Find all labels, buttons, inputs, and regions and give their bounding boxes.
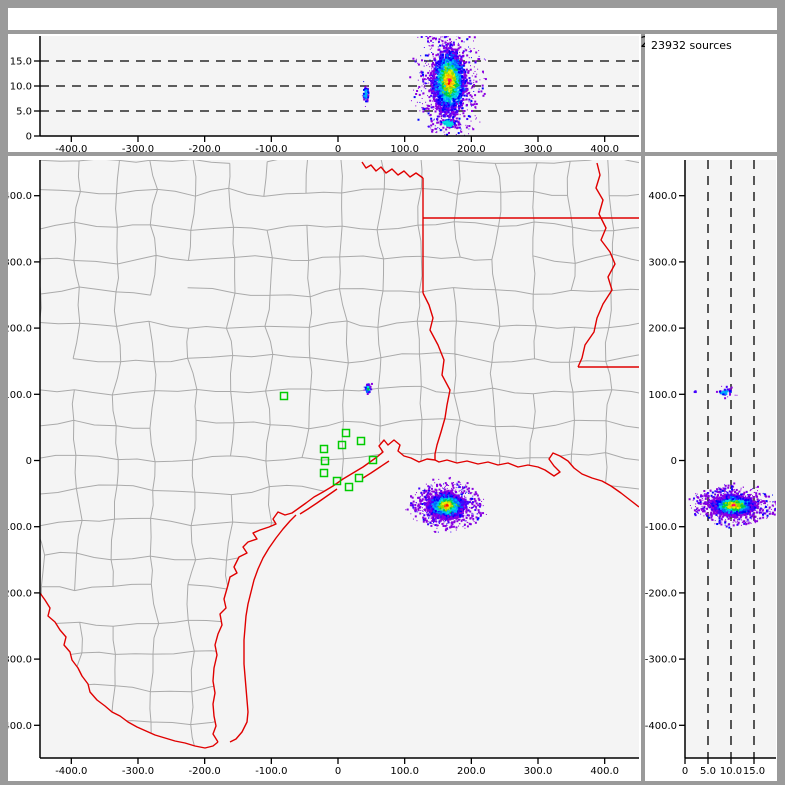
svg-text:0: 0 [335, 144, 341, 152]
svg-text:0: 0 [26, 132, 32, 143]
svg-text:100.0: 100.0 [390, 144, 419, 152]
svg-text:200.0: 200.0 [457, 144, 486, 152]
altitude-ew-panel: -400.0 -300.0 -200.0 -100.0 0 100.0 200.0 300.0… [8, 34, 641, 152]
altitude-ns-panel: 0 5.0 10.0 15.0 400.0 300.0 200.0 100.0 0 -100.0-… [645, 156, 777, 781]
svg-text:300.0: 300.0 [524, 144, 553, 152]
svg-text:-400.0: -400.0 [55, 144, 87, 152]
svg-text:-300.0: -300.0 [122, 144, 154, 152]
sources-count-panel: 23932 sources [645, 34, 777, 152]
svg-text:5.0: 5.0 [16, 107, 32, 118]
svg-text:15.0: 15.0 [10, 57, 32, 68]
svg-text:10.0: 10.0 [10, 82, 32, 93]
svg-text:-100.0: -100.0 [255, 144, 287, 152]
altitude-ew-plot: -400.0 -300.0 -200.0 -100.0 0 100.0 200.0 300.0… [10, 36, 639, 152]
plan-view-map-plot: -400.0 -300.0 -200.0 -100.0 0 100.0 200.0 300.0… [8, 160, 639, 777]
plan-view-map-panel: -400.0 -300.0 -200.0 -100.0 0 100.0 200.0 300.0… [8, 156, 641, 781]
sources-count-label: 23932 sources [651, 39, 732, 52]
altitude-ns-plot: 0 5.0 10.0 15.0400.0300.0200.0100.00-100.0-… [645, 160, 776, 777]
svg-text:-200.0: -200.0 [189, 144, 221, 152]
title-bar: Houston Lightning Mapping Array 0000-010… [8, 8, 777, 51]
svg-text:400.0: 400.0 [590, 144, 619, 152]
